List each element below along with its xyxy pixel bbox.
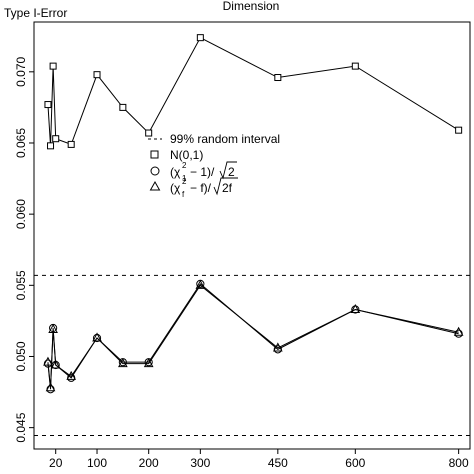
y-tick-label: 0.060 xyxy=(14,199,28,229)
series-circle xyxy=(43,279,463,394)
svg-text:− 1)/: − 1)/ xyxy=(190,165,215,179)
x-tick-label: 450 xyxy=(268,456,288,470)
y-tick-label: 0.055 xyxy=(14,270,28,300)
x-tick-label: 200 xyxy=(139,456,159,470)
svg-text:1: 1 xyxy=(182,174,187,183)
x-tick-label: 20 xyxy=(49,456,63,470)
x-axis: 20 100 200 300 450 600 800 xyxy=(49,449,469,470)
data-point-square xyxy=(351,62,359,70)
y-tick-label: 0.050 xyxy=(14,341,28,371)
y-tick-label: 0.045 xyxy=(14,412,28,442)
data-point-triangle xyxy=(66,370,77,380)
y-tick-label: 0.065 xyxy=(14,128,28,158)
legend-triangle-icon xyxy=(149,180,161,191)
data-point-triangle xyxy=(143,358,154,368)
svg-text:2: 2 xyxy=(182,177,187,186)
legend-label-chi1: (χ 2 1 − 1)/ 2 xyxy=(170,161,237,183)
data-point-triangle xyxy=(118,358,128,368)
y-axis-label: Type I-Error xyxy=(4,6,67,20)
data-point-square xyxy=(145,129,153,137)
data-point-triangle xyxy=(272,342,283,352)
y-tick-label: 0.070 xyxy=(14,56,28,86)
legend-label-random-interval: 99% random interval xyxy=(170,132,280,146)
svg-text:f: f xyxy=(182,190,185,199)
series-square xyxy=(44,34,463,150)
x-tick-label: 600 xyxy=(345,456,365,470)
svg-text:2: 2 xyxy=(182,161,187,170)
data-point-triangle xyxy=(453,326,464,336)
series-line xyxy=(47,284,459,388)
svg-text:(χ: (χ xyxy=(170,165,181,179)
data-point-triangle xyxy=(43,356,53,366)
data-point-triangle xyxy=(48,323,58,333)
legend-square-icon xyxy=(150,150,159,159)
svg-text:(χ: (χ xyxy=(170,181,181,195)
svg-text:2: 2 xyxy=(228,165,235,179)
svg-text:2f: 2f xyxy=(222,181,233,195)
series-line xyxy=(47,283,459,390)
data-point-square xyxy=(274,74,282,82)
data-point-square xyxy=(119,103,127,111)
x-tick-label: 800 xyxy=(449,456,469,470)
data-point-square xyxy=(49,62,57,70)
legend-label-chif: (χ 2 f − f)/ 2f xyxy=(170,177,238,199)
reference-lines xyxy=(34,274,470,436)
x-tick-label: 300 xyxy=(190,456,210,470)
data-point-square xyxy=(67,140,75,148)
data-point-triangle xyxy=(350,303,361,314)
data-point-triangle xyxy=(50,359,61,369)
series-triangle xyxy=(43,279,464,392)
x-tick-label: 100 xyxy=(87,456,107,470)
data-point-triangle xyxy=(92,332,102,342)
data-point-square xyxy=(93,71,101,79)
legend-label-normal: N(0,1) xyxy=(170,148,203,162)
data-point-square xyxy=(52,135,60,143)
legend-circle-icon xyxy=(150,166,160,176)
plot-frame xyxy=(33,21,471,450)
data-point-triangle xyxy=(195,279,206,289)
series-layer xyxy=(43,34,464,394)
data-point-square xyxy=(455,126,463,134)
legend: 99% random interval N(0,1) (χ 2 1 − 1)/ … xyxy=(148,132,280,199)
chart-title: Dimension xyxy=(223,0,280,13)
svg-text:− f)/: − f)/ xyxy=(190,181,212,195)
data-point-square xyxy=(196,34,204,42)
data-point-square xyxy=(44,101,52,109)
data-point-triangle xyxy=(45,382,56,392)
series-line xyxy=(47,36,459,146)
y-axis: 0.045 0.050 0.055 0.060 0.065 0.070 xyxy=(14,56,34,443)
data-point-square xyxy=(47,142,55,150)
